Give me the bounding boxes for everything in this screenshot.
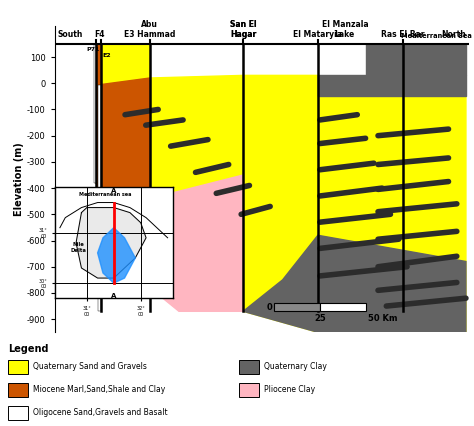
Text: El Mataryia: El Mataryia bbox=[293, 30, 342, 39]
Polygon shape bbox=[96, 44, 466, 332]
FancyBboxPatch shape bbox=[104, 212, 155, 226]
Bar bbox=[320, 303, 365, 311]
Text: 25: 25 bbox=[314, 314, 326, 323]
Bar bbox=[274, 303, 320, 311]
Text: Oligocene Sand,Gravels and Basalt: Oligocene Sand,Gravels and Basalt bbox=[33, 408, 167, 417]
Text: F4: F4 bbox=[94, 30, 105, 39]
Text: Miocene Marl,Sand,Shale and Clay: Miocene Marl,Sand,Shale and Clay bbox=[33, 385, 165, 394]
Text: Pliocene Clay: Pliocene Clay bbox=[264, 385, 315, 394]
Text: P71: P71 bbox=[86, 47, 100, 52]
Polygon shape bbox=[365, 44, 466, 75]
Polygon shape bbox=[243, 235, 466, 332]
Text: Abu
E3 Hammad: Abu E3 Hammad bbox=[124, 20, 175, 39]
Text: A: A bbox=[111, 293, 117, 299]
Text: Legend: Legend bbox=[9, 344, 49, 354]
Text: Ras El Bar: Ras El Bar bbox=[381, 30, 425, 39]
Bar bbox=[239, 360, 259, 374]
Text: E2: E2 bbox=[102, 53, 111, 58]
Text: El Manzala
Lake: El Manzala Lake bbox=[321, 20, 368, 39]
Text: San El
Hagar: San El Hagar bbox=[230, 20, 256, 39]
Text: N: N bbox=[115, 210, 123, 219]
Bar bbox=[239, 383, 259, 397]
Text: Mediterranean Sea: Mediterranean Sea bbox=[401, 33, 472, 39]
Text: North: North bbox=[441, 30, 466, 39]
Text: South: South bbox=[58, 30, 83, 39]
Text: 50 Km: 50 Km bbox=[368, 314, 397, 323]
Text: Quaternary Clay: Quaternary Clay bbox=[264, 362, 327, 371]
Bar bbox=[9, 360, 28, 374]
Polygon shape bbox=[129, 175, 243, 311]
Text: San El
Hagar: San El Hagar bbox=[230, 20, 256, 39]
Text: A: A bbox=[111, 188, 117, 194]
Y-axis label: Elevation (m): Elevation (m) bbox=[14, 142, 24, 216]
Bar bbox=[9, 383, 28, 397]
Polygon shape bbox=[96, 44, 150, 219]
Text: Nile
Delta: Nile Delta bbox=[71, 242, 87, 253]
Text: Oligocene: Oligocene bbox=[111, 215, 149, 224]
Polygon shape bbox=[94, 44, 96, 183]
Text: Quaternary Sand and Gravels: Quaternary Sand and Gravels bbox=[33, 362, 147, 371]
Text: 0: 0 bbox=[266, 303, 272, 312]
Text: Mediterranean sea: Mediterranean sea bbox=[80, 193, 132, 198]
Polygon shape bbox=[318, 75, 466, 96]
Bar bbox=[9, 406, 28, 420]
Polygon shape bbox=[98, 228, 135, 283]
Polygon shape bbox=[76, 207, 146, 278]
Polygon shape bbox=[98, 84, 101, 311]
